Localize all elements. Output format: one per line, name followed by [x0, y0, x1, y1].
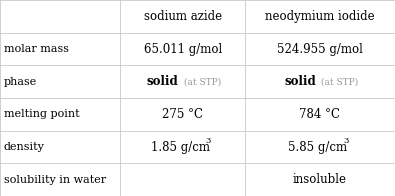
Text: 3: 3	[206, 137, 211, 145]
Text: (at STP): (at STP)	[181, 77, 221, 86]
Text: neodymium iodide: neodymium iodide	[265, 10, 375, 23]
Text: density: density	[4, 142, 45, 152]
Text: 5.85 g/cm: 5.85 g/cm	[288, 141, 348, 153]
Text: 65.011 g/mol: 65.011 g/mol	[143, 43, 222, 55]
Text: solubility in water: solubility in water	[4, 175, 106, 185]
Text: solid: solid	[147, 75, 179, 88]
Text: 275 °C: 275 °C	[162, 108, 203, 121]
Text: sodium azide: sodium azide	[144, 10, 222, 23]
Text: insoluble: insoluble	[293, 173, 347, 186]
Text: 3: 3	[343, 137, 348, 145]
Text: molar mass: molar mass	[4, 44, 69, 54]
Text: solid: solid	[284, 75, 316, 88]
Text: melting point: melting point	[4, 109, 79, 119]
Text: phase: phase	[4, 77, 37, 87]
Text: 784 °C: 784 °C	[299, 108, 340, 121]
Text: (at STP): (at STP)	[318, 77, 358, 86]
Text: 524.955 g/mol: 524.955 g/mol	[277, 43, 363, 55]
Text: 1.85 g/cm: 1.85 g/cm	[151, 141, 210, 153]
